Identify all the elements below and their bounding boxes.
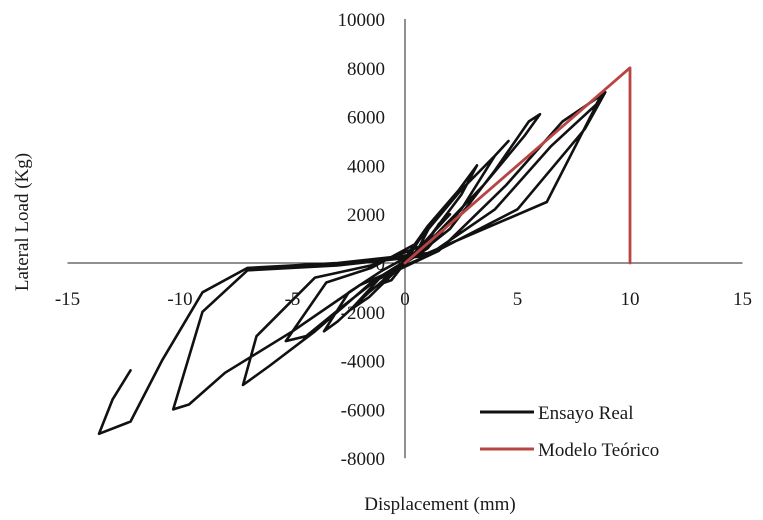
x-tick-labels: -15 -10 -5 0 5 10 15 <box>55 289 752 310</box>
legend: Ensayo Real Modelo Teórico <box>480 403 659 461</box>
x-tick-label: -10 <box>167 289 192 310</box>
y-tick-label: 8000 <box>347 59 385 80</box>
x-axis-title: Displacement (mm) <box>364 494 515 515</box>
y-tick-label: -4000 <box>341 352 385 373</box>
y-tick-label: -6000 <box>341 400 385 421</box>
axes <box>67 19 743 459</box>
y-tick-label: 6000 <box>347 108 385 129</box>
x-tick-label: 10 <box>621 289 640 310</box>
y-tick-labels: -8000-6000-4000-200002000400060008000100… <box>338 10 386 470</box>
y-tick-label: 4000 <box>347 156 385 177</box>
x-tick-label: 15 <box>733 289 752 310</box>
y-tick-label: -8000 <box>341 449 385 470</box>
x-tick-label: -15 <box>55 289 80 310</box>
y-axis-title: Lateral Load (Kg) <box>12 153 33 291</box>
legend-label-ensayo-real: Ensayo Real <box>538 403 634 424</box>
y-tick-label: 10000 <box>338 10 386 31</box>
y-tick-label: 2000 <box>347 205 385 226</box>
series-line-ensayo-real <box>97 90 607 436</box>
x-tick-label: 5 <box>513 289 523 310</box>
series-line-modelo-teorico <box>403 66 632 265</box>
legend-label-modelo-teorico: Modelo Teórico <box>538 440 659 461</box>
series-group <box>97 66 632 436</box>
x-tick-label: 0 <box>400 289 410 310</box>
